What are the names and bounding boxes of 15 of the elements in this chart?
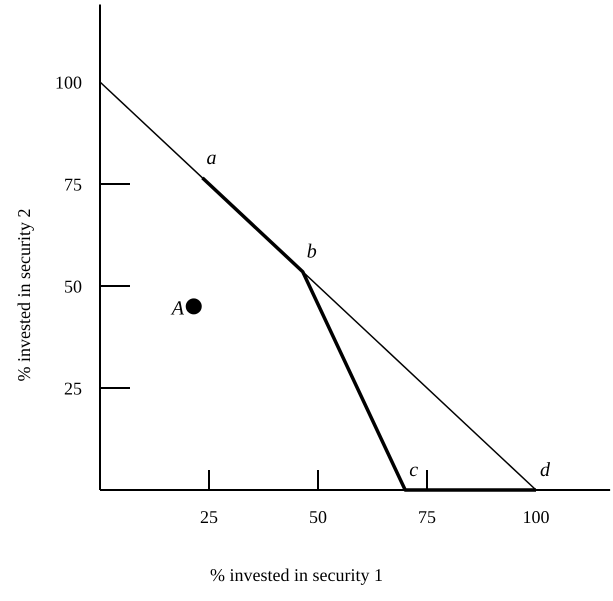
y-axis-title: % invested in security 2 [14, 208, 34, 382]
x-tick-label: 75 [418, 507, 436, 527]
annotation: d [540, 459, 551, 481]
annotation: c [409, 459, 418, 481]
x-tick-label: 50 [309, 507, 327, 527]
y-tick-label: 100 [55, 72, 82, 92]
y-tick-label: 50 [64, 276, 82, 296]
annotation: b [306, 240, 317, 263]
x-tick-label: 25 [200, 507, 218, 527]
x-axis-title: % invested in security 1 [210, 565, 383, 585]
annotation: A [170, 297, 185, 320]
y-tick-label: 25 [64, 378, 82, 398]
x-tick-label: 100 [522, 507, 550, 527]
annotation: a [206, 146, 216, 169]
y-tick-label: 75 [64, 174, 82, 194]
